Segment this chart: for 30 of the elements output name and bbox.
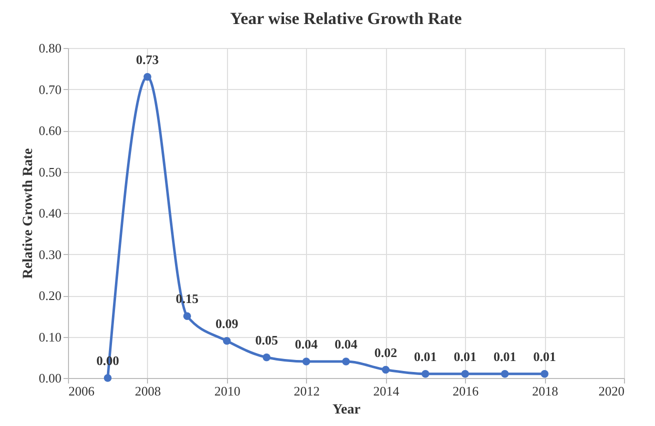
chart-title: Year wise Relative Growth Rate: [230, 9, 462, 28]
data-label: 0.04: [334, 336, 358, 352]
data-label: 0.01: [533, 348, 556, 364]
x-axis-title: Year: [332, 402, 360, 418]
data-label: 0.02: [374, 344, 398, 360]
y-tick-label: 0.40: [38, 206, 62, 220]
x-tick-label: 2010: [214, 384, 240, 398]
x-tick-label: 2018: [532, 384, 558, 398]
x-tick-label: 2008: [134, 384, 161, 398]
data-label: 0.01: [493, 348, 516, 364]
y-tick-label: 0.30: [38, 246, 62, 262]
y-tick-label: 0.50: [38, 164, 62, 180]
data-label: 0.73: [136, 52, 160, 67]
y-tick-label: 0.20: [38, 288, 62, 303]
x-tick-label: 2012: [294, 384, 320, 398]
y-axis-title: Relative Growth Rate: [20, 148, 36, 279]
y-tick-label: 0.80: [38, 40, 62, 56]
y-tick-label: 0.60: [38, 123, 62, 138]
data-label: 0.01: [454, 348, 477, 364]
y-tick-label: 0.70: [38, 82, 62, 97]
x-tick-label: 2014: [373, 384, 400, 398]
x-tick-label: 2016: [452, 384, 480, 398]
y-tick-label: 0.00: [38, 370, 62, 386]
y-tick-label: 0.10: [38, 329, 62, 344]
data-label: 0.09: [215, 316, 239, 331]
data-label: 0.01: [414, 348, 437, 364]
data-label: 0.05: [255, 332, 278, 348]
x-tick-label: 2006: [68, 384, 95, 398]
data-label: 0.04: [294, 336, 318, 352]
x-tick-label: 2020: [598, 384, 624, 398]
